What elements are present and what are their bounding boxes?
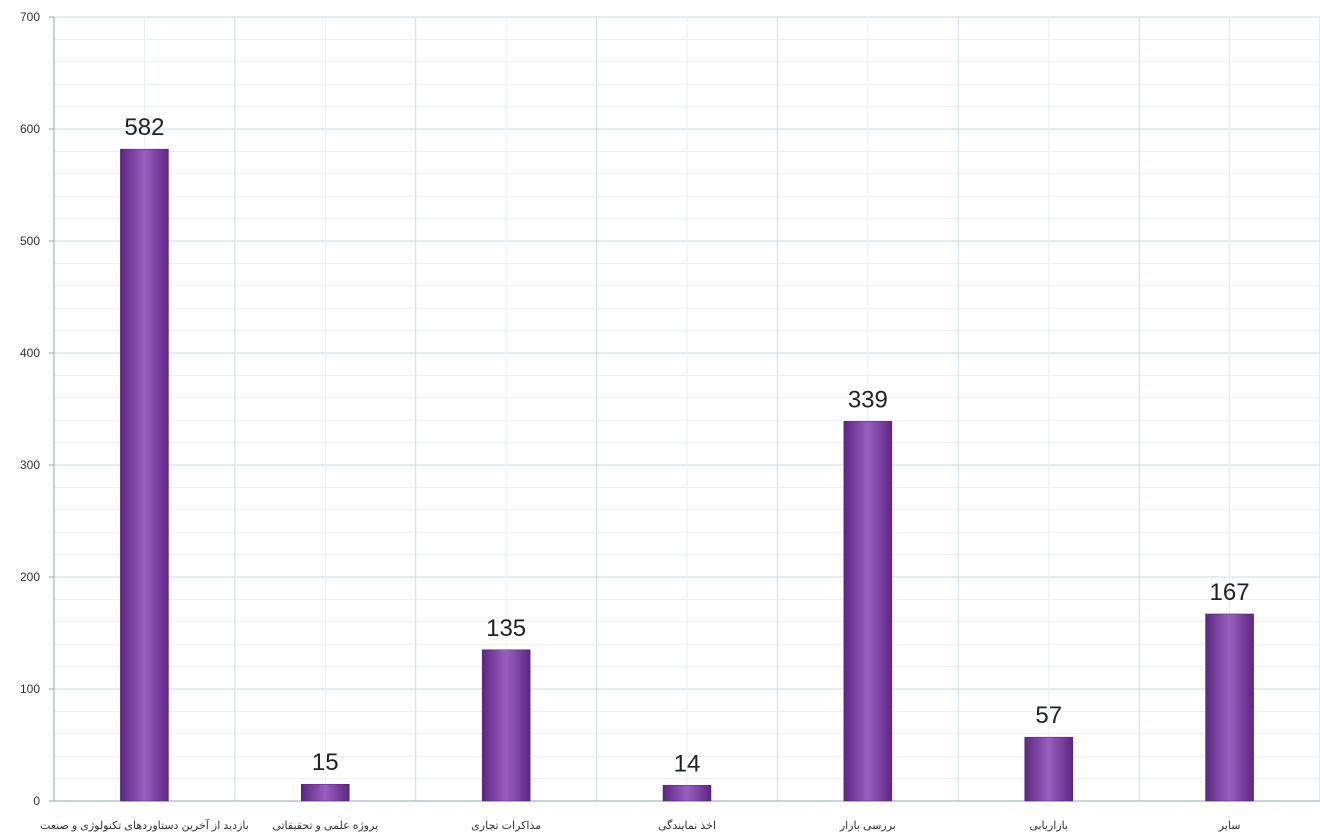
y-tick-label: 100 <box>20 682 40 696</box>
x-tick-label: اخذ نمایندگی <box>658 819 716 832</box>
x-tick-label: مذاکرات تجاری <box>471 820 541 832</box>
x-tick-label: بازاریابی <box>1029 820 1068 832</box>
bars <box>120 148 1254 802</box>
y-tick-label: 600 <box>20 122 40 136</box>
x-tick-label: بازدید از آخرین دستاوردهای تکنولوژی و صن… <box>40 818 249 832</box>
y-tick-label: 0 <box>33 794 40 808</box>
y-axis-tick-labels: 0 100 200 300 400 500 600 700 <box>20 10 54 808</box>
x-tick-label: پروژه علمی و تحقیقاتی <box>272 820 378 832</box>
x-axis-tick-labels: بازدید از آخرین دستاوردهای تکنولوژی و صن… <box>40 818 1240 832</box>
x-tick-label: سایر <box>1218 820 1241 832</box>
bar <box>1024 736 1073 802</box>
data-label: 167 <box>1210 579 1250 606</box>
data-label: 57 <box>1035 702 1062 729</box>
bar <box>120 148 169 802</box>
bar <box>481 649 531 802</box>
y-tick-label: 200 <box>20 570 40 584</box>
data-label: 14 <box>674 750 701 777</box>
bar <box>843 421 893 802</box>
x-tick-label: بررسی بازار <box>839 820 896 832</box>
bar <box>301 783 350 802</box>
data-label: 582 <box>124 114 164 141</box>
y-tick-label: 300 <box>20 458 40 472</box>
y-tick-label: 500 <box>20 234 40 248</box>
bar <box>662 785 712 802</box>
grid <box>53 16 1320 802</box>
y-tick-label: 400 <box>20 346 40 360</box>
data-label: 339 <box>848 386 888 413</box>
data-label: 15 <box>312 749 339 776</box>
bar <box>1205 613 1254 802</box>
data-labels: 582 15 135 14 339 57 167 <box>124 114 1249 777</box>
data-label: 135 <box>486 615 526 642</box>
y-tick-label: 700 <box>20 10 40 24</box>
